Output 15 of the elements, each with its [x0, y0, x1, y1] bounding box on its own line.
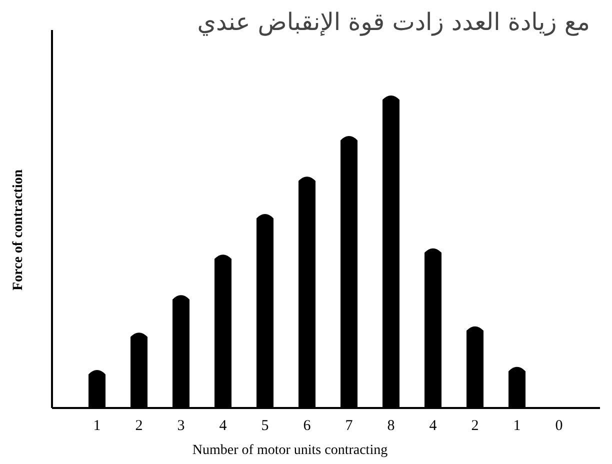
x-tick-label: 0 [555, 418, 563, 434]
x-tick-label: 6 [303, 418, 312, 434]
x-tick-label: 7 [345, 418, 354, 434]
x-tick-label: 2 [471, 418, 479, 434]
x-axis-title: Number of motor units contracting [192, 443, 388, 458]
x-tick-label: 4 [219, 418, 228, 434]
x-tick-label: 1 [93, 418, 101, 434]
chart-title: مع زيادة العدد زادت قوة الإنقباض عندي [197, 8, 590, 36]
y-axis-title: Force of contraction [11, 169, 26, 291]
x-tick-label: 3 [177, 418, 185, 434]
x-tick-label: 8 [387, 418, 395, 434]
x-tick-label: 4 [429, 418, 438, 434]
x-tick-label: 5 [261, 418, 269, 434]
x-tick-label: 2 [135, 418, 143, 434]
x-tick-label: 1 [513, 418, 521, 434]
